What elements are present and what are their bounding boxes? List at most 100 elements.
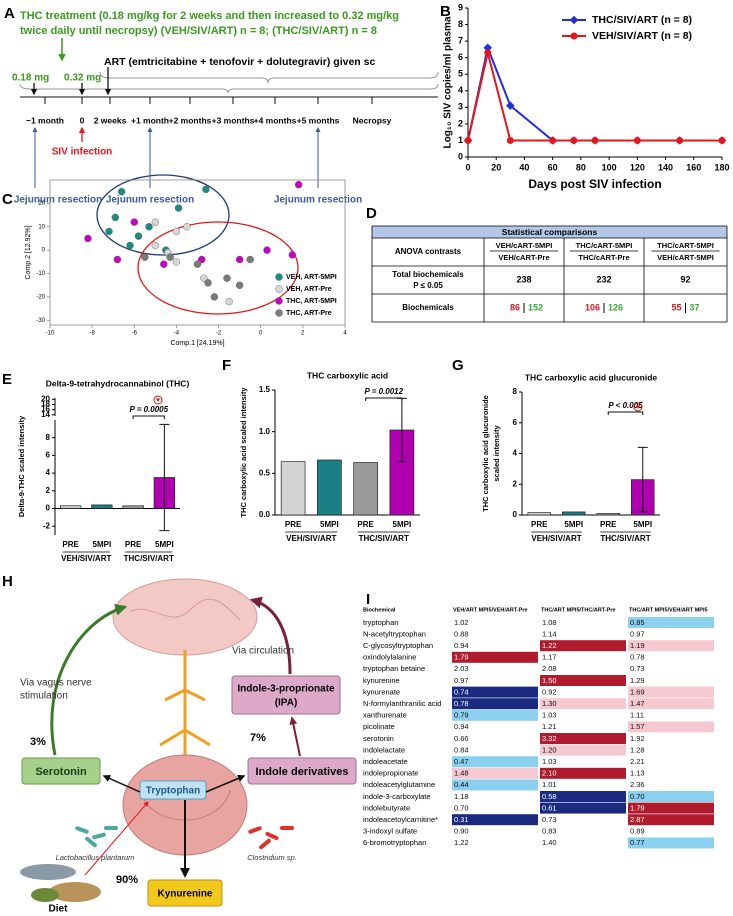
y-tick-label: 2 bbox=[458, 118, 463, 128]
ipa-label: Indole-3-proprionate bbox=[237, 684, 335, 695]
heat-cell bbox=[628, 698, 714, 710]
p-value: P < 0.005 bbox=[608, 401, 643, 410]
heat-cell bbox=[540, 698, 626, 710]
significance-bracket bbox=[607, 411, 644, 415]
point bbox=[117, 187, 126, 196]
legend-label: THC, ART-5MPI bbox=[286, 298, 337, 305]
bar bbox=[280, 461, 306, 516]
bacteria-clost bbox=[248, 826, 294, 850]
point bbox=[145, 223, 153, 231]
legend-marker bbox=[275, 285, 283, 293]
x-tick-label: 120 bbox=[630, 162, 645, 172]
y-tick-label: 20 bbox=[41, 394, 50, 403]
dose-label: 0.32 mg bbox=[64, 73, 101, 84]
table-cell: 0.88 bbox=[454, 629, 469, 638]
legend-label: THC/SIV/ART (n = 8) bbox=[592, 14, 692, 26]
group-label: VEH/SIV/ART bbox=[531, 534, 581, 543]
significance-bracket bbox=[132, 415, 165, 419]
resection-label: Jejunum resection bbox=[14, 195, 102, 206]
table-cell: 2.10 bbox=[542, 769, 557, 778]
bar bbox=[527, 512, 551, 516]
table-cell: 0.97 bbox=[454, 676, 469, 685]
table-cell: 0.78 bbox=[454, 699, 469, 708]
row-name: indolebutyrate bbox=[363, 803, 410, 812]
row-name: indoleacetoylcarnitine* bbox=[363, 815, 438, 824]
brain bbox=[112, 578, 258, 656]
x-tick-label: 2 bbox=[301, 331, 305, 337]
point bbox=[506, 136, 514, 144]
table-cell: 152 bbox=[528, 302, 543, 312]
bar bbox=[122, 505, 144, 509]
row-label: ANOVA contrasts bbox=[395, 247, 462, 256]
error-bar bbox=[637, 446, 648, 513]
timepoint-label: +3 months bbox=[212, 115, 255, 125]
x-tick-label: 20 bbox=[491, 162, 501, 172]
contrast-label: VEH/cART-5MPI bbox=[496, 241, 553, 250]
table-cell: 1.19 bbox=[630, 641, 645, 650]
column-header: VEH/ART MPI5/VEH/ART-Pre bbox=[453, 607, 528, 613]
table-cell: 2.36 bbox=[630, 780, 645, 789]
point bbox=[193, 260, 202, 268]
resection-label: Jejunum resection bbox=[274, 195, 362, 206]
y-tick-label: 8 bbox=[458, 19, 463, 29]
point bbox=[263, 246, 271, 254]
legend-marker bbox=[275, 297, 283, 305]
table-cell: 0.73 bbox=[542, 815, 557, 824]
x-tick-label: PRE bbox=[531, 520, 548, 529]
panel-label: A bbox=[4, 5, 15, 22]
heat-cell bbox=[540, 791, 626, 802]
table-cell: 0.84 bbox=[454, 745, 469, 754]
heat-cell bbox=[628, 640, 714, 652]
table-cell: 1.22 bbox=[454, 838, 469, 847]
table-cell: 1.21 bbox=[542, 722, 557, 731]
arrow bbox=[205, 774, 246, 793]
contrast-label: THC/cART-Pre bbox=[578, 253, 629, 262]
point bbox=[166, 253, 174, 261]
tryptophan-label: Tryptophan bbox=[146, 786, 200, 797]
point bbox=[483, 43, 492, 52]
row-name: serotonin bbox=[363, 734, 394, 743]
kynurenine-label: Kynurenine bbox=[157, 889, 212, 900]
x-tick-label: 0 bbox=[465, 162, 470, 172]
table-cell: 232 bbox=[596, 274, 611, 284]
x-tick-label: 5MPI bbox=[393, 520, 412, 529]
heat-cell bbox=[452, 779, 538, 791]
table-cell: 1.92 bbox=[630, 734, 645, 743]
timepoint-label: +5 months bbox=[297, 115, 340, 125]
vagus-label: stimulation bbox=[20, 691, 68, 702]
vagus-label: Via vagus nerve bbox=[20, 678, 92, 689]
tryptophan-box bbox=[139, 780, 207, 800]
serotonin-percent: 3% bbox=[30, 736, 46, 748]
table-cell: 1.14 bbox=[542, 629, 557, 638]
brain-fold bbox=[129, 598, 241, 621]
y-tick-label: 1.0 bbox=[259, 427, 271, 436]
y-axis-label: scaled intensity bbox=[492, 425, 501, 482]
table-cell: 1.28 bbox=[630, 745, 645, 754]
outlier-mark bbox=[156, 398, 160, 402]
y-tick-label: 2 bbox=[46, 486, 51, 495]
point bbox=[288, 251, 297, 259]
heat-cell bbox=[628, 814, 714, 826]
table-cell: 0.44 bbox=[454, 780, 469, 789]
table-cell: 3.32 bbox=[542, 734, 557, 743]
arrow bbox=[102, 775, 141, 793]
table-cell: 55 bbox=[671, 302, 681, 312]
circulation-label: Via circulation bbox=[232, 646, 294, 657]
point bbox=[223, 274, 231, 282]
point bbox=[172, 258, 181, 266]
table-cell: 0.61 bbox=[542, 803, 557, 812]
table-cell: 0.31 bbox=[454, 815, 469, 824]
point bbox=[84, 234, 92, 243]
table-cell: 1.03 bbox=[542, 757, 557, 766]
y-tick-label: -30 bbox=[36, 318, 45, 324]
x-tick-label: 40 bbox=[519, 162, 529, 172]
plot-frame bbox=[49, 179, 346, 326]
table-cell: 1.02 bbox=[454, 618, 469, 627]
table-cell: 0.97 bbox=[630, 629, 645, 638]
arrow bbox=[50, 603, 128, 756]
table-title: Statistical comparisons bbox=[502, 227, 598, 237]
ipa-box bbox=[231, 675, 341, 715]
table-cell: 106 bbox=[585, 302, 600, 312]
point bbox=[246, 255, 254, 264]
contrast-label: VEH/cART-Pre bbox=[498, 253, 549, 262]
